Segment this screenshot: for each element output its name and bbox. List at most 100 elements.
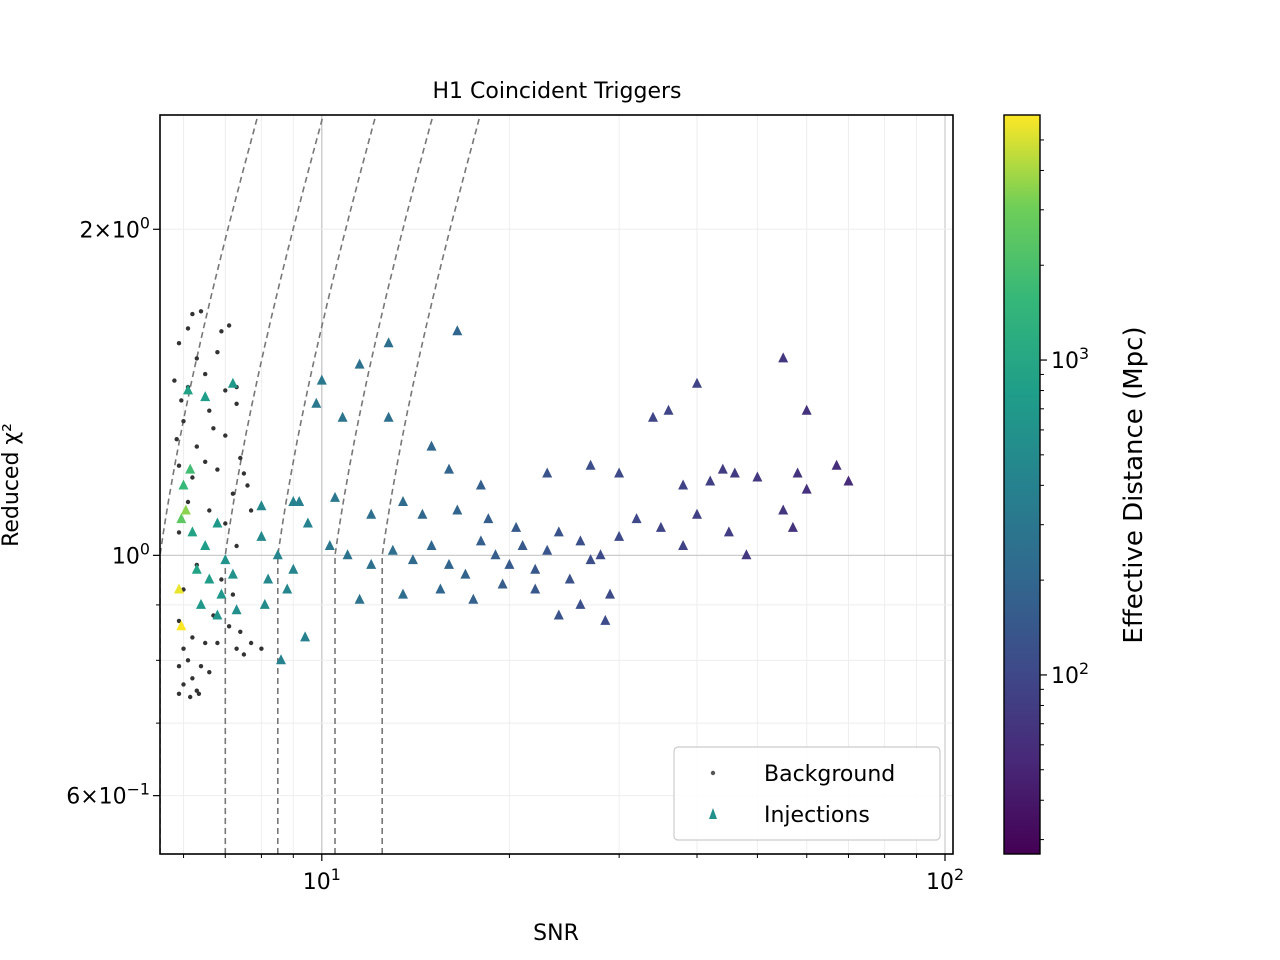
injection-point xyxy=(337,411,348,422)
colorbar-label: Effective Distance (Mpc) xyxy=(1119,326,1149,643)
y-axis-label: Reduced χ² xyxy=(0,423,24,547)
injection-point xyxy=(600,614,611,625)
colorbar: 102 103 Effective Distance (Mpc) xyxy=(1003,114,1149,855)
injection-point xyxy=(717,463,728,474)
background-point xyxy=(234,401,239,406)
injection-point xyxy=(366,558,377,569)
y-tick-label: 100 xyxy=(112,539,150,569)
injection-point xyxy=(227,568,238,579)
injection-point xyxy=(180,504,191,515)
injection-point xyxy=(276,654,286,665)
injection-point xyxy=(220,554,231,565)
colorbar-tick-label: 103 xyxy=(1051,344,1089,374)
injection-point xyxy=(692,377,702,388)
injection-point xyxy=(801,483,812,494)
background-point xyxy=(230,592,236,597)
background-point xyxy=(241,471,247,476)
x-axis-ticks: 101 102 xyxy=(183,854,964,895)
injection-point xyxy=(692,508,702,519)
injection-point xyxy=(452,504,463,515)
injection-point xyxy=(648,411,658,422)
injection-point xyxy=(605,588,615,599)
injection-point xyxy=(553,526,564,537)
legend-marker-injections xyxy=(709,808,717,819)
chart-title: H1 Coincident Triggers xyxy=(432,79,681,104)
background-point xyxy=(226,624,232,629)
legend-marker-background xyxy=(710,770,716,776)
injection-point xyxy=(723,526,734,537)
background-point xyxy=(223,521,228,526)
injection-point xyxy=(342,549,353,560)
injection-point xyxy=(354,593,365,604)
background-point xyxy=(203,640,208,646)
injection-point xyxy=(614,467,625,478)
injection-point xyxy=(212,517,223,528)
injection-point xyxy=(288,496,299,506)
injection-point xyxy=(542,467,553,478)
injection-point xyxy=(483,513,494,524)
background-point xyxy=(207,408,212,413)
background-point xyxy=(190,311,195,317)
injection-point xyxy=(778,352,789,363)
injection-point xyxy=(176,513,187,524)
injection-point xyxy=(187,526,198,537)
snr-contour-line xyxy=(334,115,434,854)
background-point xyxy=(226,323,232,328)
injection-point xyxy=(678,540,689,550)
injection-point xyxy=(585,459,596,470)
background-point xyxy=(176,664,182,669)
injection-point xyxy=(460,568,471,579)
background-point xyxy=(194,356,199,361)
background-point xyxy=(211,426,216,431)
injection-point xyxy=(631,513,642,524)
snr-contour-line xyxy=(160,115,259,854)
injection-point xyxy=(595,549,606,560)
injection-point xyxy=(316,374,327,385)
background-point xyxy=(234,543,239,549)
injection-point xyxy=(530,563,541,574)
injection-point xyxy=(196,598,206,609)
background-point xyxy=(215,350,220,355)
background-point xyxy=(198,309,204,314)
background-point xyxy=(176,691,182,696)
background-point xyxy=(241,652,247,657)
background-point xyxy=(223,433,228,438)
injection-point xyxy=(398,588,408,599)
injection-point xyxy=(200,391,211,402)
injection-point xyxy=(475,535,486,546)
injection-point xyxy=(575,535,586,546)
snr-threshold-contours xyxy=(160,115,482,854)
injection-point xyxy=(272,549,283,560)
injection-point xyxy=(475,479,486,490)
background-point xyxy=(185,658,191,663)
injection-point xyxy=(843,475,854,486)
injection-point xyxy=(300,631,311,642)
injection-point xyxy=(330,491,340,502)
background-point xyxy=(181,682,186,687)
injection-point xyxy=(792,467,803,478)
background-point xyxy=(203,459,208,464)
injection-point xyxy=(426,540,437,550)
injection-point xyxy=(398,496,408,506)
injection-point xyxy=(256,500,267,511)
injection-point xyxy=(311,397,322,408)
background-point xyxy=(194,688,199,693)
injection-point xyxy=(231,604,242,615)
background-point xyxy=(196,691,202,696)
background-point xyxy=(234,646,239,651)
snr-contour-line xyxy=(224,115,325,854)
injection-point xyxy=(729,467,740,478)
injection-point xyxy=(468,593,479,604)
background-point xyxy=(203,371,208,377)
injection-point xyxy=(517,540,528,550)
injection-point xyxy=(185,463,196,474)
background-point xyxy=(176,463,182,468)
background-point xyxy=(179,398,184,403)
background-point xyxy=(230,491,236,496)
y-axis-ticks: 6×10−1 100 2×100 xyxy=(66,213,160,810)
legend-label-background: Background xyxy=(764,762,895,787)
colorbar-gradient xyxy=(1003,114,1041,855)
background-point xyxy=(176,618,182,624)
injection-point xyxy=(176,620,187,631)
background-point xyxy=(245,483,250,488)
